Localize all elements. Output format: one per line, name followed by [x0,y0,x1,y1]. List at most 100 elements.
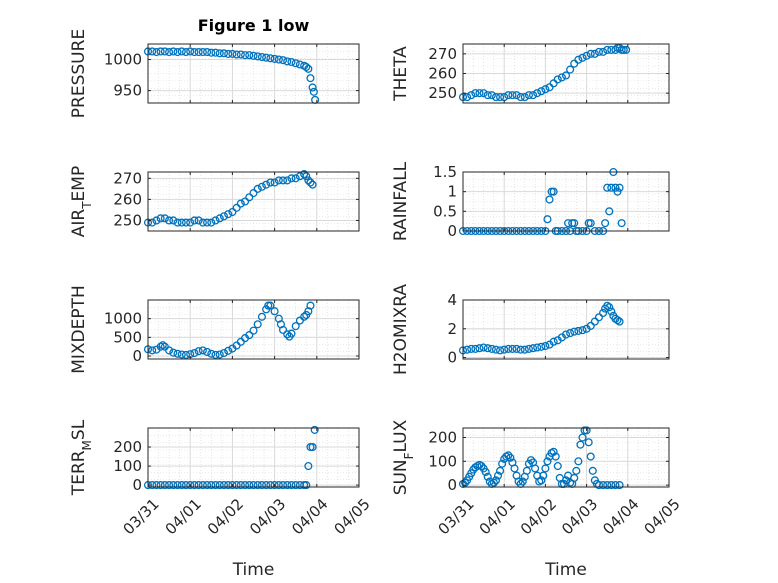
data-point [291,174,300,183]
data-point [302,172,311,181]
y-tick-label: 250 [428,84,457,102]
data-point [181,350,191,359]
data-point [169,481,178,490]
data-point [257,312,266,321]
data-point [283,330,292,339]
data-point [224,210,233,219]
y-axis-label: THETA [391,46,411,102]
data-point [156,47,165,56]
data-point [594,313,604,322]
data-point [156,481,165,490]
data-point [194,347,203,356]
data-point [287,329,296,338]
axes-box [147,43,360,104]
data-point [173,48,182,57]
data-point [253,481,262,490]
data-point [549,187,558,196]
data-point [194,48,203,57]
data-point [262,53,271,62]
data-point [607,307,616,316]
y-tick-label: 100 [113,457,142,475]
data-point [257,52,266,62]
data-point [603,481,612,490]
data-point [539,471,548,480]
data-point [165,216,174,225]
data-point [287,481,296,490]
data-point [487,91,496,100]
data-point [586,49,595,58]
data-point [306,74,315,83]
data-point [483,91,492,100]
data-point [582,426,591,435]
data-point [274,55,283,64]
data-point [520,345,529,354]
data-point [590,317,599,326]
data-point [603,183,612,192]
data-point [211,48,220,57]
data-point [198,346,207,355]
data-point [311,95,320,104]
data-point [152,481,161,490]
minor-grid [148,300,359,359]
data-point [506,453,515,462]
data-point [599,47,608,56]
data-point [169,47,178,56]
data-point [541,85,550,94]
data-point [526,456,536,465]
data-point [605,303,614,312]
data-point [496,466,505,475]
chart-title: Figure 1 low [198,16,310,35]
y-tick-label: 270 [428,45,457,63]
data-point [551,452,560,461]
data-point [302,481,311,490]
x-tick-label: 03/31 [119,495,162,538]
data-point [304,176,313,185]
data-point [533,89,542,98]
data-point [274,481,283,490]
data-point [266,481,275,490]
data-point [309,87,318,96]
data-point [553,75,562,84]
series-markers [143,425,319,490]
data-point [524,91,533,100]
data-point [266,54,275,63]
data-point [291,481,300,490]
data-point [177,47,186,56]
data-point [274,176,283,185]
y-tick-label: 0 [447,476,457,494]
panel-air-temp: 250 260 270 AIRTEMP [69,166,360,237]
x-tick-label: 04/01 [476,495,519,538]
data-point [160,214,169,223]
data-point [198,48,207,57]
data-point [224,481,233,490]
data-point [541,464,550,473]
data-point [603,45,612,54]
data-point [622,45,631,54]
data-point [607,183,616,192]
y-tick-label: 4 [447,291,457,309]
data-point [190,481,199,490]
data-point [211,216,220,225]
y-tick-label: 1000 [104,51,142,69]
panel-h2omixra: 0 2 4 H2OMIXRA [391,284,670,375]
data-point [287,174,296,183]
data-point [533,343,542,352]
minor-grid [463,172,669,231]
series-markers [143,170,317,227]
data-point [561,476,571,485]
panel-pressure: 950 1000 PRESSURE [69,29,360,118]
y-tick-label: 0 [132,347,142,365]
data-point [588,466,597,475]
x-tick-label: 04/05 [330,495,373,538]
x-tick-label: 04/05 [640,495,683,538]
series-markers [458,43,631,102]
y-tick-label: 1.5 [433,163,457,181]
data-point [477,462,486,471]
data-point [152,216,161,225]
data-point [572,466,581,475]
x-tick-label: 04/02 [204,495,247,538]
data-point [249,326,258,335]
y-tick-label: 500 [113,328,142,346]
